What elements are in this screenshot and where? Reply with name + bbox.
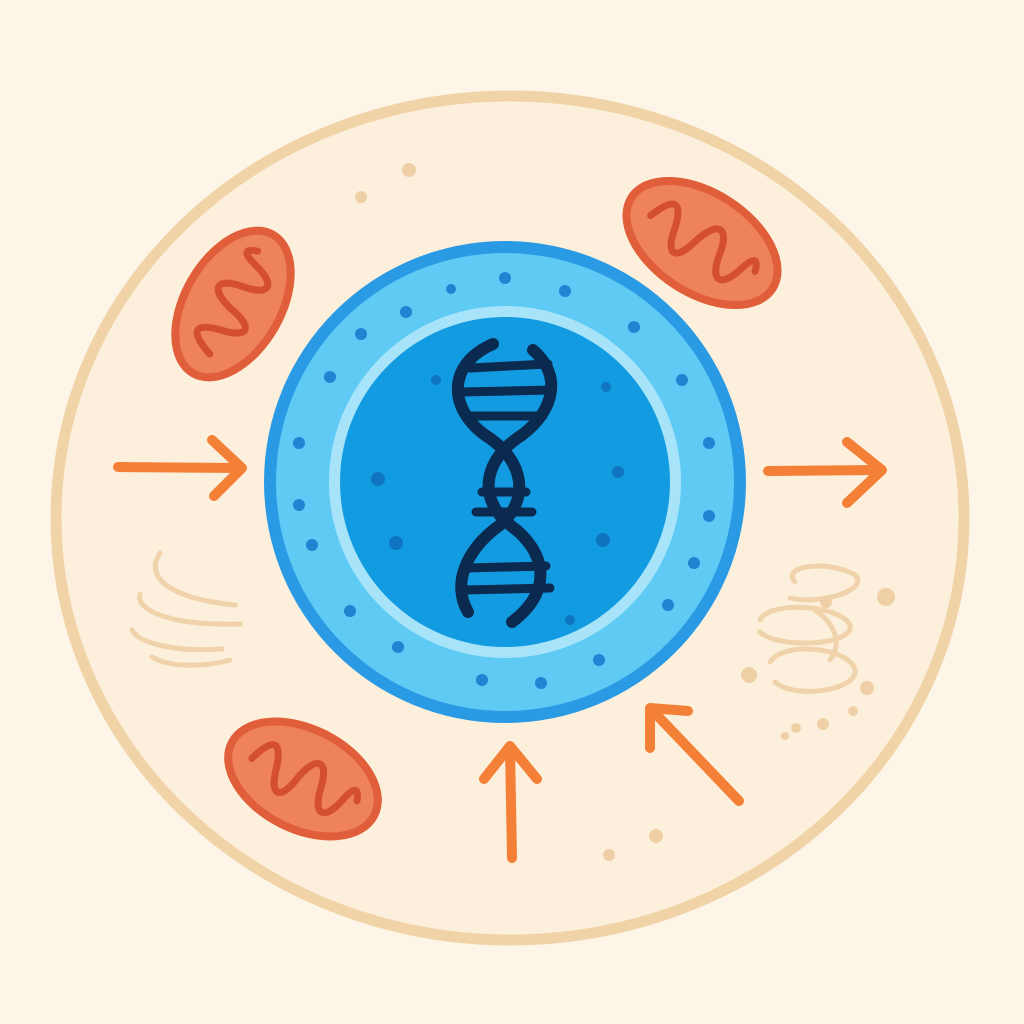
chromatin-dots [371,375,624,625]
endoplasmic-reticulum-sketch [129,550,243,668]
arrow-bottom-up [479,741,542,863]
mitochondrion-icon [224,717,382,841]
mitochondrion-icon [171,226,295,382]
arrow-bottom-right-diagonal [645,703,744,806]
cell-membrane [50,90,970,946]
dna-double-helix-icon [451,338,558,628]
nuclear-pores [293,272,715,689]
golgi-apparatus-sketch [757,563,861,694]
cytoplasm-granules [355,163,895,861]
arrow-right-outward [763,437,887,508]
mitochondrion-icon [622,176,782,310]
nucleus [264,241,746,723]
arrow-left-inward [113,435,247,501]
